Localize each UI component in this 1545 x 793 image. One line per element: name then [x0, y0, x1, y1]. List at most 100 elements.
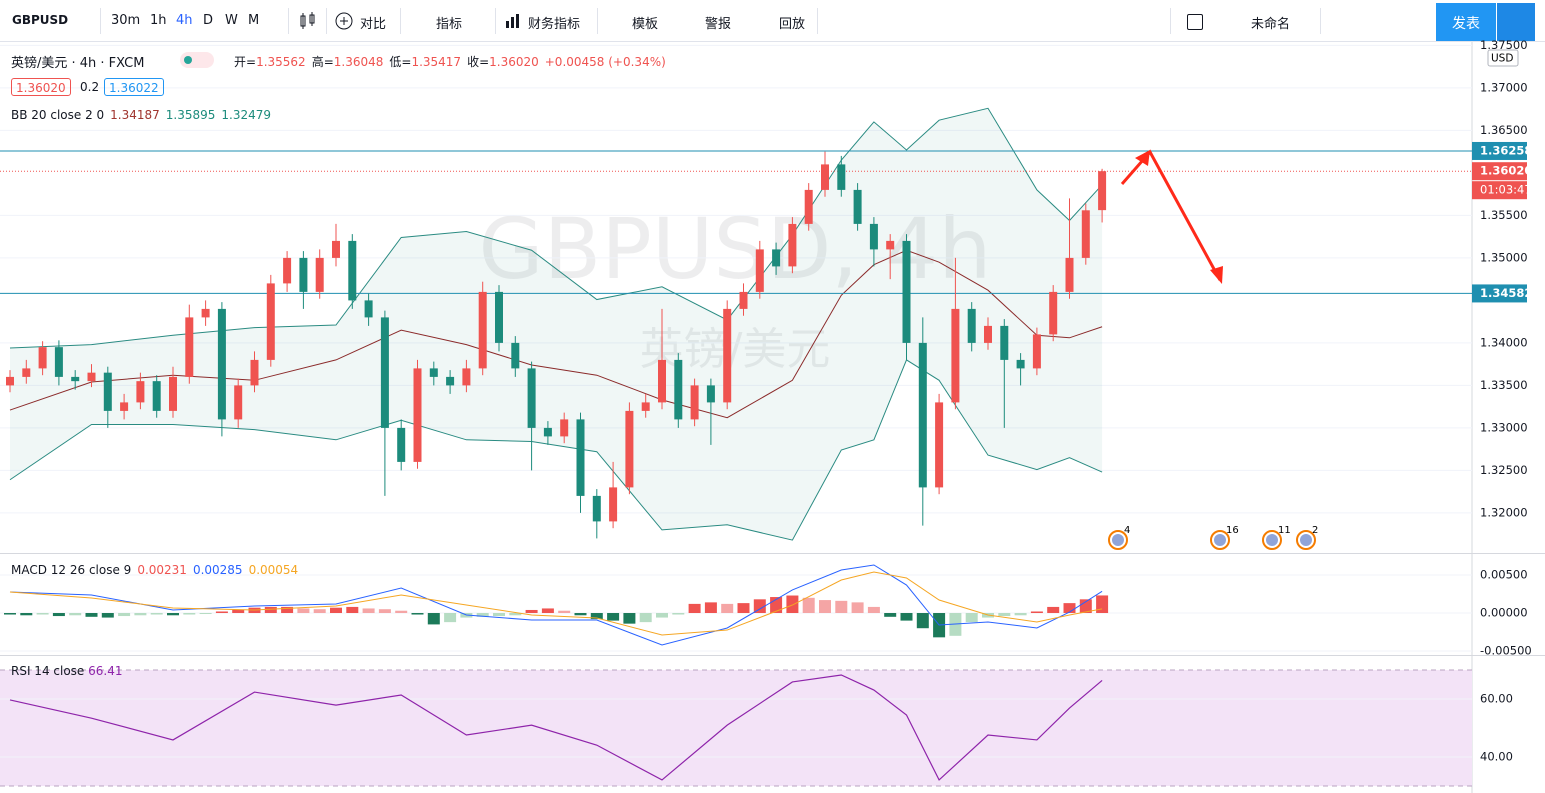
candle-body [152, 381, 161, 411]
candle-body [755, 249, 764, 292]
signal-line [9, 571, 1103, 636]
candle-body [250, 359, 259, 386]
macd-hist [427, 613, 440, 625]
candle-body [446, 376, 455, 386]
interval[interactable]: D [203, 13, 214, 28]
candle-body [788, 223, 797, 267]
symbol[interactable]: GBPUSD [12, 13, 69, 27]
bb-legend: BB 20 close 2 0 1.34187 1.35895 1.32479 [11, 108, 271, 122]
macd-hist [656, 613, 668, 618]
macd-hist [362, 608, 375, 614]
candle-body [543, 427, 552, 437]
publish-button[interactable] [1436, 3, 1496, 41]
candle-body [592, 495, 601, 522]
bb-lower [9, 359, 1103, 541]
replay[interactable]: 回放 [779, 17, 806, 32]
candle-body [38, 347, 47, 369]
publish[interactable]: 发表 [1452, 16, 1480, 32]
candle-body [315, 257, 324, 292]
macd-hist [721, 603, 734, 614]
candle-body [1065, 257, 1074, 292]
rsi-legend: RSI 14 close 66.41 [11, 664, 123, 678]
price-tag-label: 1.36020 [1480, 164, 1532, 178]
bb-title: BB 20 close 2 0 [11, 108, 105, 122]
macd-hist [69, 613, 82, 616]
candle-body [690, 385, 699, 420]
candle-body [723, 308, 732, 403]
macd-hist [444, 613, 457, 623]
candle-body [1081, 210, 1090, 258]
ask-box: 1.36022 [104, 78, 164, 96]
macd-hist [134, 613, 147, 616]
layout-name[interactable]: 未命名 [1251, 17, 1291, 32]
macd-hist [574, 613, 587, 616]
candle-body [967, 308, 976, 343]
candle-body [641, 402, 650, 411]
macd-hist [199, 613, 212, 615]
candle-body [853, 189, 862, 224]
candle-body [902, 240, 911, 343]
countdown: 01:03:47 [1480, 183, 1532, 197]
macd-hist [20, 613, 33, 616]
alerts[interactable]: 警报 [705, 17, 732, 32]
compare-icon[interactable] [335, 12, 355, 32]
compare[interactable]: 对比 [360, 17, 387, 32]
y-tick-label: 0.00000 [1480, 606, 1528, 620]
candle-body [1032, 334, 1041, 369]
macd-hist [281, 606, 294, 614]
candle-body [527, 368, 536, 428]
macd-hist [330, 607, 342, 614]
rsi-line [9, 674, 1103, 781]
rsi-title: RSI 14 close [11, 664, 85, 678]
rsi-value: 66.41 [88, 664, 123, 678]
indicators[interactable]: 指标 [436, 17, 463, 32]
macd-hist [313, 609, 326, 614]
macd-hist [590, 613, 603, 620]
macd-hist [101, 613, 114, 618]
currency: USD [1491, 53, 1513, 65]
candle-body [283, 257, 292, 284]
candle-body [772, 249, 781, 267]
financials-icon[interactable] [505, 13, 523, 29]
separator [326, 8, 327, 34]
y-tick-label: 1.34000 [1480, 335, 1528, 349]
price-tag [1472, 284, 1527, 303]
candle-body [821, 164, 829, 190]
candle-body [462, 368, 471, 386]
candle-body [918, 342, 927, 488]
layout-icon[interactable] [1187, 14, 1203, 30]
interval[interactable]: M [248, 13, 260, 28]
financials[interactable]: 财务指标 [528, 17, 581, 32]
candle-body [71, 376, 80, 382]
macd-hist [688, 603, 701, 614]
macd-hist [525, 609, 538, 614]
candle-body [380, 317, 389, 428]
interval[interactable]: 1h [150, 13, 167, 28]
macd-hist [1047, 606, 1060, 614]
macd-title: MACD 12 26 close 9 [11, 563, 132, 577]
candle-body [54, 347, 63, 377]
macd-hist [704, 602, 717, 614]
rsi-band [0, 670, 1472, 787]
candle-body [984, 325, 992, 343]
play-button[interactable] [1497, 3, 1535, 41]
interval[interactable]: 30m [111, 13, 141, 28]
macd-hist [607, 613, 620, 621]
event-flag [1266, 534, 1278, 546]
macd-hist [4, 613, 16, 615]
candle-body [429, 368, 438, 377]
macd-hist [509, 613, 522, 616]
candle-body [886, 240, 895, 250]
macd-hist [851, 602, 864, 614]
macd-hist [916, 613, 929, 629]
interval[interactable]: 4h [176, 13, 193, 28]
macd-value: 0.00285 [192, 563, 243, 577]
chart-style-icon[interactable] [298, 12, 318, 30]
macd-hist [867, 606, 880, 614]
bb-value: 1.35895 [165, 108, 216, 122]
interval[interactable]: W [225, 13, 238, 28]
templates[interactable]: 模板 [632, 17, 659, 32]
macd-hist [264, 606, 277, 614]
event-count: 4 [1124, 525, 1130, 536]
